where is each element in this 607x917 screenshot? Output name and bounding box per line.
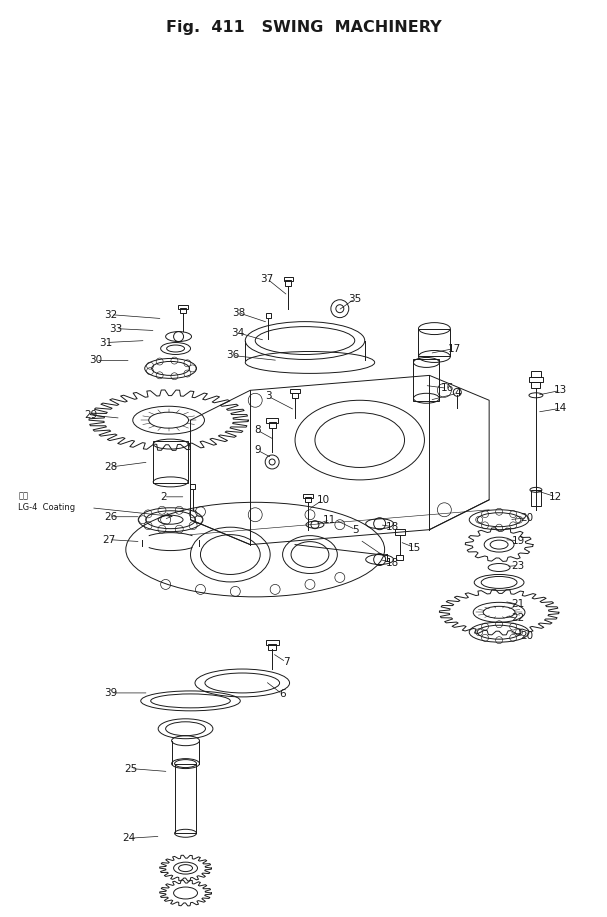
- Text: 6: 6: [279, 689, 285, 699]
- Text: 35: 35: [348, 293, 361, 304]
- Text: 15: 15: [408, 543, 421, 553]
- Text: 19: 19: [511, 536, 524, 546]
- Bar: [303, 494, 313, 498]
- Bar: [266, 417, 278, 423]
- Bar: [175, 764, 197, 834]
- Text: 20: 20: [520, 631, 534, 641]
- Bar: [180, 308, 186, 314]
- Text: 23: 23: [511, 560, 524, 570]
- Text: 4: 4: [454, 388, 461, 398]
- Text: 39: 39: [104, 688, 118, 698]
- Text: 32: 32: [104, 310, 118, 320]
- Text: 5: 5: [353, 525, 359, 535]
- Text: 30: 30: [89, 356, 103, 366]
- Text: 16: 16: [441, 383, 454, 393]
- Bar: [532, 382, 540, 388]
- Bar: [290, 390, 300, 393]
- Text: 33: 33: [109, 324, 123, 334]
- Text: 11: 11: [324, 514, 336, 525]
- Bar: [396, 555, 403, 560]
- Text: 29: 29: [84, 410, 98, 420]
- Text: 37: 37: [260, 274, 274, 284]
- Text: Fig.  411   SWING  MACHINERY: Fig. 411 SWING MACHINERY: [166, 20, 441, 35]
- Bar: [266, 314, 271, 318]
- Bar: [418, 328, 450, 357]
- Text: 26: 26: [104, 512, 118, 522]
- Bar: [269, 422, 276, 428]
- Text: 10: 10: [316, 495, 330, 505]
- Bar: [283, 277, 293, 281]
- Text: 13: 13: [554, 385, 568, 395]
- Text: 塗布: 塗布: [18, 492, 29, 501]
- Bar: [266, 640, 279, 645]
- Bar: [153, 441, 188, 483]
- Bar: [285, 280, 291, 286]
- Text: 22: 22: [511, 613, 524, 624]
- Bar: [268, 644, 276, 650]
- Text: 9: 9: [254, 445, 260, 455]
- Text: 18: 18: [386, 522, 399, 532]
- Text: 8: 8: [254, 425, 260, 436]
- Bar: [529, 377, 543, 381]
- Text: 38: 38: [232, 308, 245, 317]
- Text: 34: 34: [231, 327, 244, 337]
- Bar: [178, 304, 188, 309]
- Bar: [395, 529, 404, 535]
- Text: 21: 21: [511, 600, 524, 609]
- Bar: [292, 392, 298, 398]
- Text: 14: 14: [554, 403, 568, 414]
- Bar: [531, 490, 541, 506]
- Text: 28: 28: [104, 462, 118, 472]
- Text: 36: 36: [226, 350, 239, 360]
- Text: 20: 20: [520, 513, 534, 523]
- Text: LG-4  Coating: LG-4 Coating: [18, 503, 75, 513]
- Text: 18: 18: [386, 558, 399, 568]
- Text: 27: 27: [102, 535, 115, 545]
- Text: 2: 2: [160, 492, 167, 502]
- Bar: [413, 359, 439, 402]
- Bar: [190, 484, 195, 490]
- Text: 17: 17: [448, 344, 461, 354]
- Text: 1: 1: [384, 554, 391, 564]
- Bar: [305, 497, 311, 503]
- Text: 31: 31: [100, 337, 112, 348]
- Text: 25: 25: [124, 764, 137, 774]
- Text: 12: 12: [549, 492, 563, 502]
- Text: 3: 3: [265, 392, 271, 402]
- Text: 7: 7: [283, 657, 290, 667]
- Bar: [531, 371, 541, 378]
- Text: 24: 24: [122, 834, 135, 844]
